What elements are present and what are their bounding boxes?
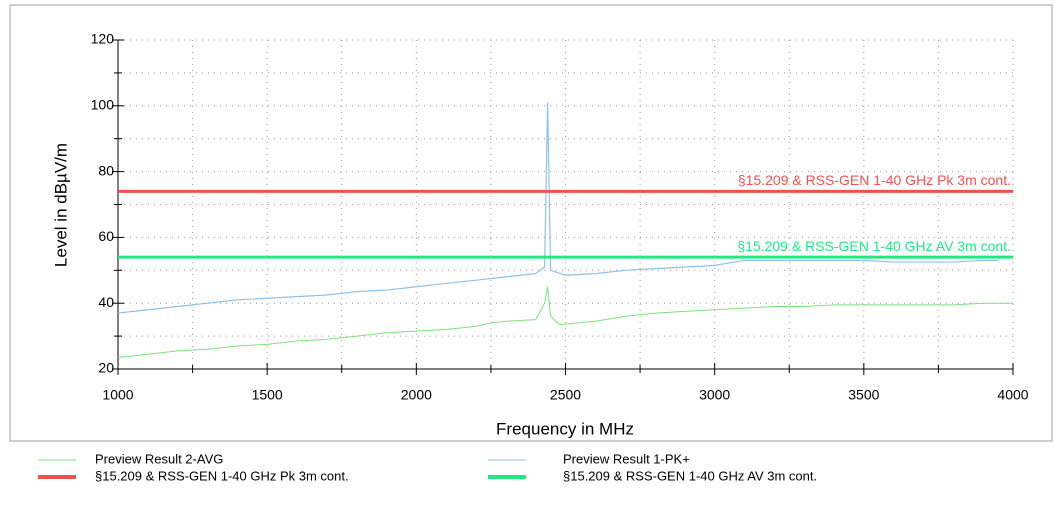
y-tick-label: 20 [98, 360, 114, 376]
x-tick-label: 2500 [550, 387, 581, 403]
y-axis-label: Level in dBµV/m [51, 143, 70, 267]
x-tick-label: 3000 [699, 387, 730, 403]
series-line [117, 102, 999, 314]
series-line [117, 286, 1013, 358]
x-tick-label: 2000 [401, 387, 432, 403]
chart-frame [9, 4, 1053, 442]
legend-label: Preview Result 2-AVG [95, 451, 223, 466]
x-tick-label: 3500 [848, 387, 879, 403]
y-tick-label: 100 [91, 97, 115, 113]
y-tick-label: 40 [98, 294, 114, 310]
limit-label: §15.209 & RSS-GEN 1-40 GHz AV 3m cont. [737, 238, 1011, 254]
x-tick-label: 1500 [252, 387, 283, 403]
legend-label: §15.209 & RSS-GEN 1-40 GHz AV 3m cont. [563, 468, 817, 483]
legend-label: §15.209 & RSS-GEN 1-40 GHz Pk 3m cont. [95, 468, 349, 483]
y-tick-label: 80 [98, 162, 114, 178]
x-tick-label: 1000 [102, 387, 133, 403]
x-tick-label: 4000 [997, 387, 1028, 403]
y-tick-label: 60 [98, 228, 114, 244]
limit-label: §15.209 & RSS-GEN 1-40 GHz Pk 3m cont. [738, 172, 1011, 188]
legend-label: Preview Result 1-PK+ [563, 451, 690, 466]
y-tick-label: 120 [91, 31, 115, 47]
x-axis-label: Frequency in MHz [496, 419, 634, 438]
